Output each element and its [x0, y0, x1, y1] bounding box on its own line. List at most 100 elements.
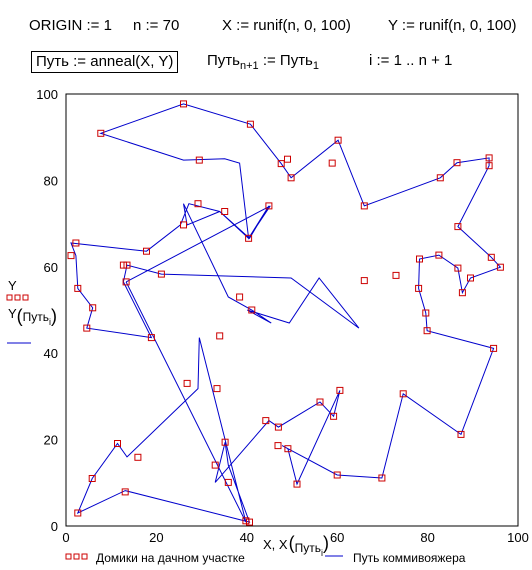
house-point [147, 334, 155, 342]
house-point [490, 344, 498, 352]
house-point [143, 247, 150, 255]
house-point [83, 324, 91, 332]
path-closure-rhs-subscript: 1 [312, 60, 319, 72]
house-point [224, 478, 232, 486]
house-point [246, 120, 254, 128]
house-point [221, 208, 229, 215]
plot-frame [65, 93, 519, 527]
house-point [336, 386, 344, 394]
house-point [284, 155, 291, 163]
y-axis-label: Y(Путьi) [8, 306, 57, 327]
house-point [360, 202, 368, 210]
house-point [88, 475, 96, 482]
x-tick-label: 20 [149, 530, 163, 545]
house-point [435, 251, 443, 259]
house-point [122, 278, 130, 286]
house-point [246, 518, 253, 526]
house-point [194, 200, 202, 208]
origin-definition[interactable]: ORIGIN := 1 [29, 17, 112, 34]
house-point [180, 221, 187, 229]
y-tick-label: 80 [44, 173, 58, 188]
house-point [334, 136, 342, 144]
house-point [119, 261, 127, 269]
house-point [360, 277, 368, 285]
house-point [333, 471, 341, 479]
range-definition[interactable]: i := 1 .. n + 1 [369, 52, 453, 69]
house-point [274, 423, 282, 431]
house-point [274, 442, 282, 450]
x-axis-label: X, X(Путьi) [263, 533, 329, 558]
path-closure-definition[interactable]: Путьn+1 := Путь1 [207, 52, 319, 72]
house-point [328, 159, 336, 167]
house-point [485, 162, 493, 170]
house-point [195, 156, 203, 164]
house-point [262, 417, 270, 425]
house-point [265, 202, 273, 210]
house-point [97, 129, 105, 137]
legend-label-path: Путь коммивояжера [353, 551, 466, 565]
house-point [221, 438, 229, 446]
y-tick-labels: 0 20 40 60 80 100 [36, 87, 58, 534]
salesman-path-layer [70, 103, 502, 523]
house-point [422, 309, 430, 317]
house-point [216, 332, 224, 340]
house-point [248, 306, 256, 314]
house-point [316, 398, 324, 406]
n-definition[interactable]: n := 70 [133, 17, 180, 34]
house-points-layer [67, 100, 504, 526]
house-point [454, 223, 462, 231]
house-point [67, 252, 75, 260]
path-closure-lhs: Путь [207, 52, 240, 69]
house-point [378, 474, 386, 482]
house-point [485, 154, 493, 162]
house-point [284, 445, 292, 453]
house-point [211, 461, 219, 469]
house-point [287, 174, 295, 182]
legend-label-houses: Домики на дачном участке [96, 551, 245, 565]
house-point [415, 284, 423, 292]
house-point [423, 327, 431, 335]
house-point [416, 255, 423, 263]
house-point [236, 293, 244, 301]
house-point [245, 234, 253, 242]
house-point [454, 264, 462, 272]
x-tick-label: 60 [330, 530, 344, 545]
salesman-path-line [70, 103, 502, 523]
house-point [242, 517, 250, 525]
x-tick-label: 40 [240, 530, 254, 545]
anneal-definition[interactable]: Путь := anneal(X, Y) [31, 51, 179, 73]
x-tick-label: 80 [420, 530, 434, 545]
house-point [392, 271, 400, 279]
house-point [496, 263, 504, 271]
house-point [183, 379, 191, 387]
house-point [74, 509, 82, 517]
house-point [213, 385, 221, 393]
house-point [436, 174, 444, 182]
x-definition[interactable]: X := runif(n, 0, 100) [222, 17, 351, 34]
x-tick-label: 0 [62, 530, 69, 545]
path-closure-lhs-subscript: n+1 [239, 60, 259, 72]
house-point [123, 261, 131, 269]
house-point [74, 284, 82, 292]
path-closure-rhs: := Путь [262, 52, 313, 69]
x-tick-labels: 0 20 40 60 80 100 [62, 530, 528, 545]
house-point [114, 440, 121, 447]
house-point [121, 488, 129, 496]
house-point [134, 453, 142, 461]
house-point [89, 304, 97, 312]
y-tick-label: 0 [51, 519, 58, 534]
house-point [487, 253, 495, 261]
house-point [399, 390, 407, 398]
y-definition[interactable]: Y := runif(n, 0, 100) [388, 17, 517, 34]
legend: Домики на дачном участке Путь коммивояже… [65, 551, 466, 565]
legend-marker-houses [65, 553, 88, 560]
house-point [458, 289, 466, 297]
x-tick-label: 100 [507, 530, 529, 545]
house-point [330, 412, 338, 420]
y-tick-label: 60 [44, 260, 58, 275]
house-point [180, 100, 187, 108]
y-tick-label: 100 [36, 87, 58, 102]
y-legend-marker-sample [6, 294, 29, 301]
house-point [277, 160, 285, 168]
